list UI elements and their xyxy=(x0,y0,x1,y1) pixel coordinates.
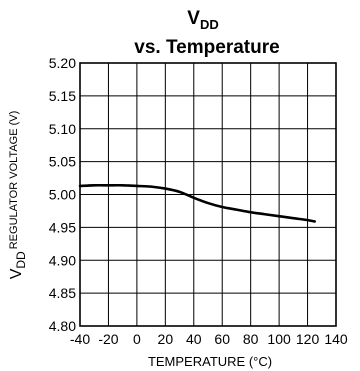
x-tick-label: -20 xyxy=(98,331,118,347)
x-tick-label: 60 xyxy=(214,331,230,347)
x-tick-label: 40 xyxy=(186,331,202,347)
y-axis-label-subscript: DD xyxy=(14,251,28,269)
y-tick-label: 5.10 xyxy=(49,121,76,137)
grid-lines xyxy=(79,62,337,327)
plot-frame xyxy=(79,62,337,327)
y-tick-label: 4.80 xyxy=(49,318,76,334)
y-tick-label: 4.95 xyxy=(49,219,76,235)
y-axis-label: VDDREGULATOR VOLTAGE (V) xyxy=(8,111,28,280)
x-tick-label: 80 xyxy=(243,331,259,347)
x-tick-label: 120 xyxy=(296,331,320,347)
x-tick-label: 140 xyxy=(324,331,348,347)
x-axis-label: TEMPERATURE (°C) xyxy=(148,354,272,369)
chart-title: VDD xyxy=(187,8,218,32)
x-tick-label: 100 xyxy=(267,331,291,347)
vdd-series-line xyxy=(78,183,316,223)
series-group xyxy=(78,183,316,223)
chart-title-subscript: DD xyxy=(200,17,219,32)
y-tick-label: 5.05 xyxy=(49,154,76,170)
x-tick-label: 20 xyxy=(158,331,174,347)
x-tick-label: -40 xyxy=(70,331,90,347)
x-tick-label: 0 xyxy=(133,331,141,347)
y-tick-label: 5.00 xyxy=(49,187,76,203)
y-tick-label: 5.15 xyxy=(49,88,76,104)
y-tick-label: 5.20 xyxy=(49,55,76,71)
y-axis-label-main: REGULATOR VOLTAGE (V) xyxy=(8,111,20,250)
tick-labels: -40 -20 0 20 40 60 80 100 120 140 4.80 4.85 4.90 4.95… xyxy=(49,55,348,347)
y-tick-label: 4.85 xyxy=(49,285,76,301)
chart-title-main: V xyxy=(187,8,200,29)
y-axis-label-prefix: V xyxy=(8,268,25,279)
y-tick-label: 4.90 xyxy=(49,252,76,268)
chart-subtitle: vs. Temperature xyxy=(134,37,279,58)
